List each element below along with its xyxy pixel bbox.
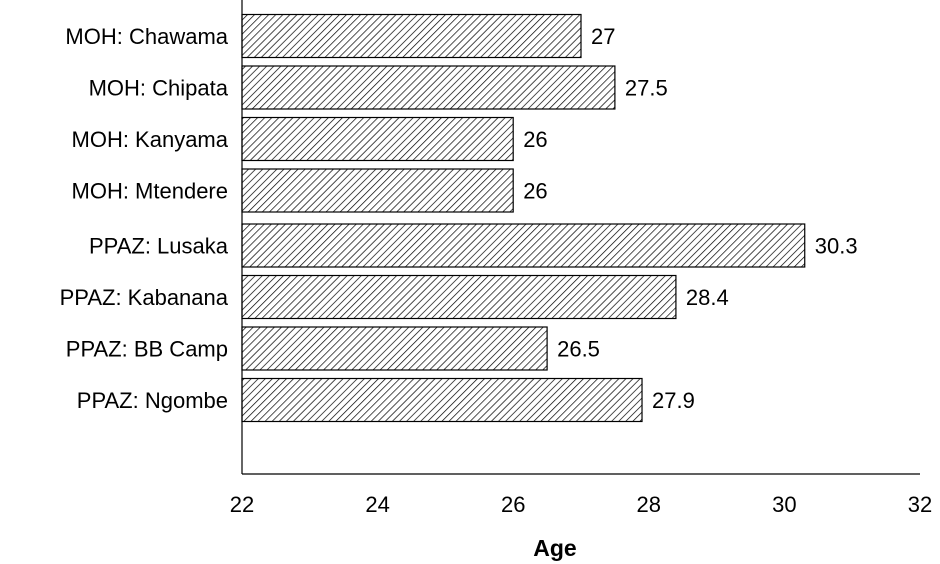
data-label: 26	[523, 179, 547, 204]
data-label: 27.9	[652, 388, 695, 413]
x-tick-label: 30	[772, 492, 796, 517]
bar	[241, 116, 514, 162]
data-label: 28.4	[686, 285, 729, 310]
data-label: 27.5	[625, 76, 668, 101]
x-tick-label: 22	[230, 492, 254, 517]
category-label: MOH: Chipata	[89, 76, 229, 101]
x-axis-title: Age	[533, 535, 576, 561]
data-label: 26	[523, 127, 547, 152]
category-label: MOH: Kanyama	[72, 127, 229, 152]
data-label: 26.5	[557, 337, 600, 362]
x-tick-label: 26	[501, 492, 525, 517]
data-label: 27	[591, 24, 615, 49]
bar	[241, 223, 806, 268]
bar	[241, 274, 677, 320]
x-tick-label: 24	[365, 492, 389, 517]
bar	[241, 377, 643, 423]
bar	[241, 13, 582, 59]
category-label: PPAZ: Kabanana	[60, 285, 229, 310]
category-label: MOH: Mtendere	[72, 179, 229, 204]
bar	[241, 65, 616, 110]
category-label: PPAZ: Ngombe	[77, 388, 228, 413]
category-label: PPAZ: BB Camp	[66, 337, 228, 362]
category-label: PPAZ: Lusaka	[89, 234, 229, 259]
x-tick-label: 32	[908, 492, 932, 517]
category-label: MOH: Chawama	[65, 24, 228, 49]
x-tick-label: 28	[637, 492, 661, 517]
data-label: 30.3	[815, 234, 858, 259]
bar	[241, 168, 514, 213]
bar	[241, 326, 548, 371]
